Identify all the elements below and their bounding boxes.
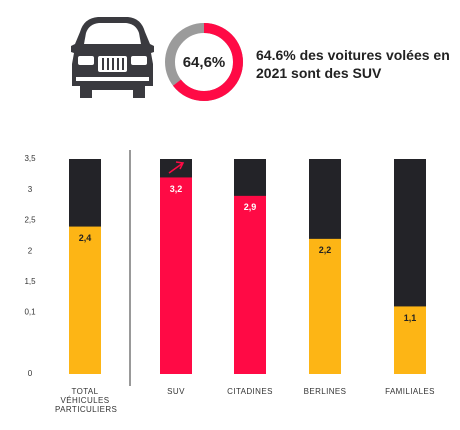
value-label: 1,1 xyxy=(404,313,417,323)
x-tick-label: BERLINES xyxy=(303,387,347,396)
y-tick-label: 3,5 xyxy=(24,154,36,163)
bar xyxy=(69,226,101,374)
donut: 64,6% xyxy=(165,23,243,101)
bar xyxy=(309,238,341,374)
y-tick-label: 3 xyxy=(28,185,33,194)
value-label: 3,2 xyxy=(170,184,183,194)
y-tick-label: 0,1 xyxy=(24,308,36,317)
y-tick-label: 2 xyxy=(28,246,33,255)
bar xyxy=(234,195,266,374)
bar xyxy=(160,177,192,374)
donut-arc xyxy=(165,23,243,101)
x-tick-label: SUV xyxy=(167,387,185,396)
value-label: 2,9 xyxy=(244,202,257,212)
y-tick-label: 0 xyxy=(28,369,33,378)
value-label: 2,2 xyxy=(319,245,332,255)
x-tick-label: TOTAL VÉHICULES PARTICULIERS xyxy=(55,387,118,414)
car-icon xyxy=(71,17,154,98)
y-tick-label: 1,5 xyxy=(24,277,36,286)
donut-label: 64,6% xyxy=(183,54,226,71)
x-tick-label: CITADINES xyxy=(227,387,273,396)
headline: 64.6% des voitures volées en 2021 sont d… xyxy=(256,47,450,81)
bar xyxy=(394,306,426,374)
value-label: 2,4 xyxy=(79,233,92,243)
x-tick-label: FAMILIALES xyxy=(385,387,435,396)
y-tick-label: 2,5 xyxy=(24,216,36,225)
arrow-icon xyxy=(168,161,185,174)
